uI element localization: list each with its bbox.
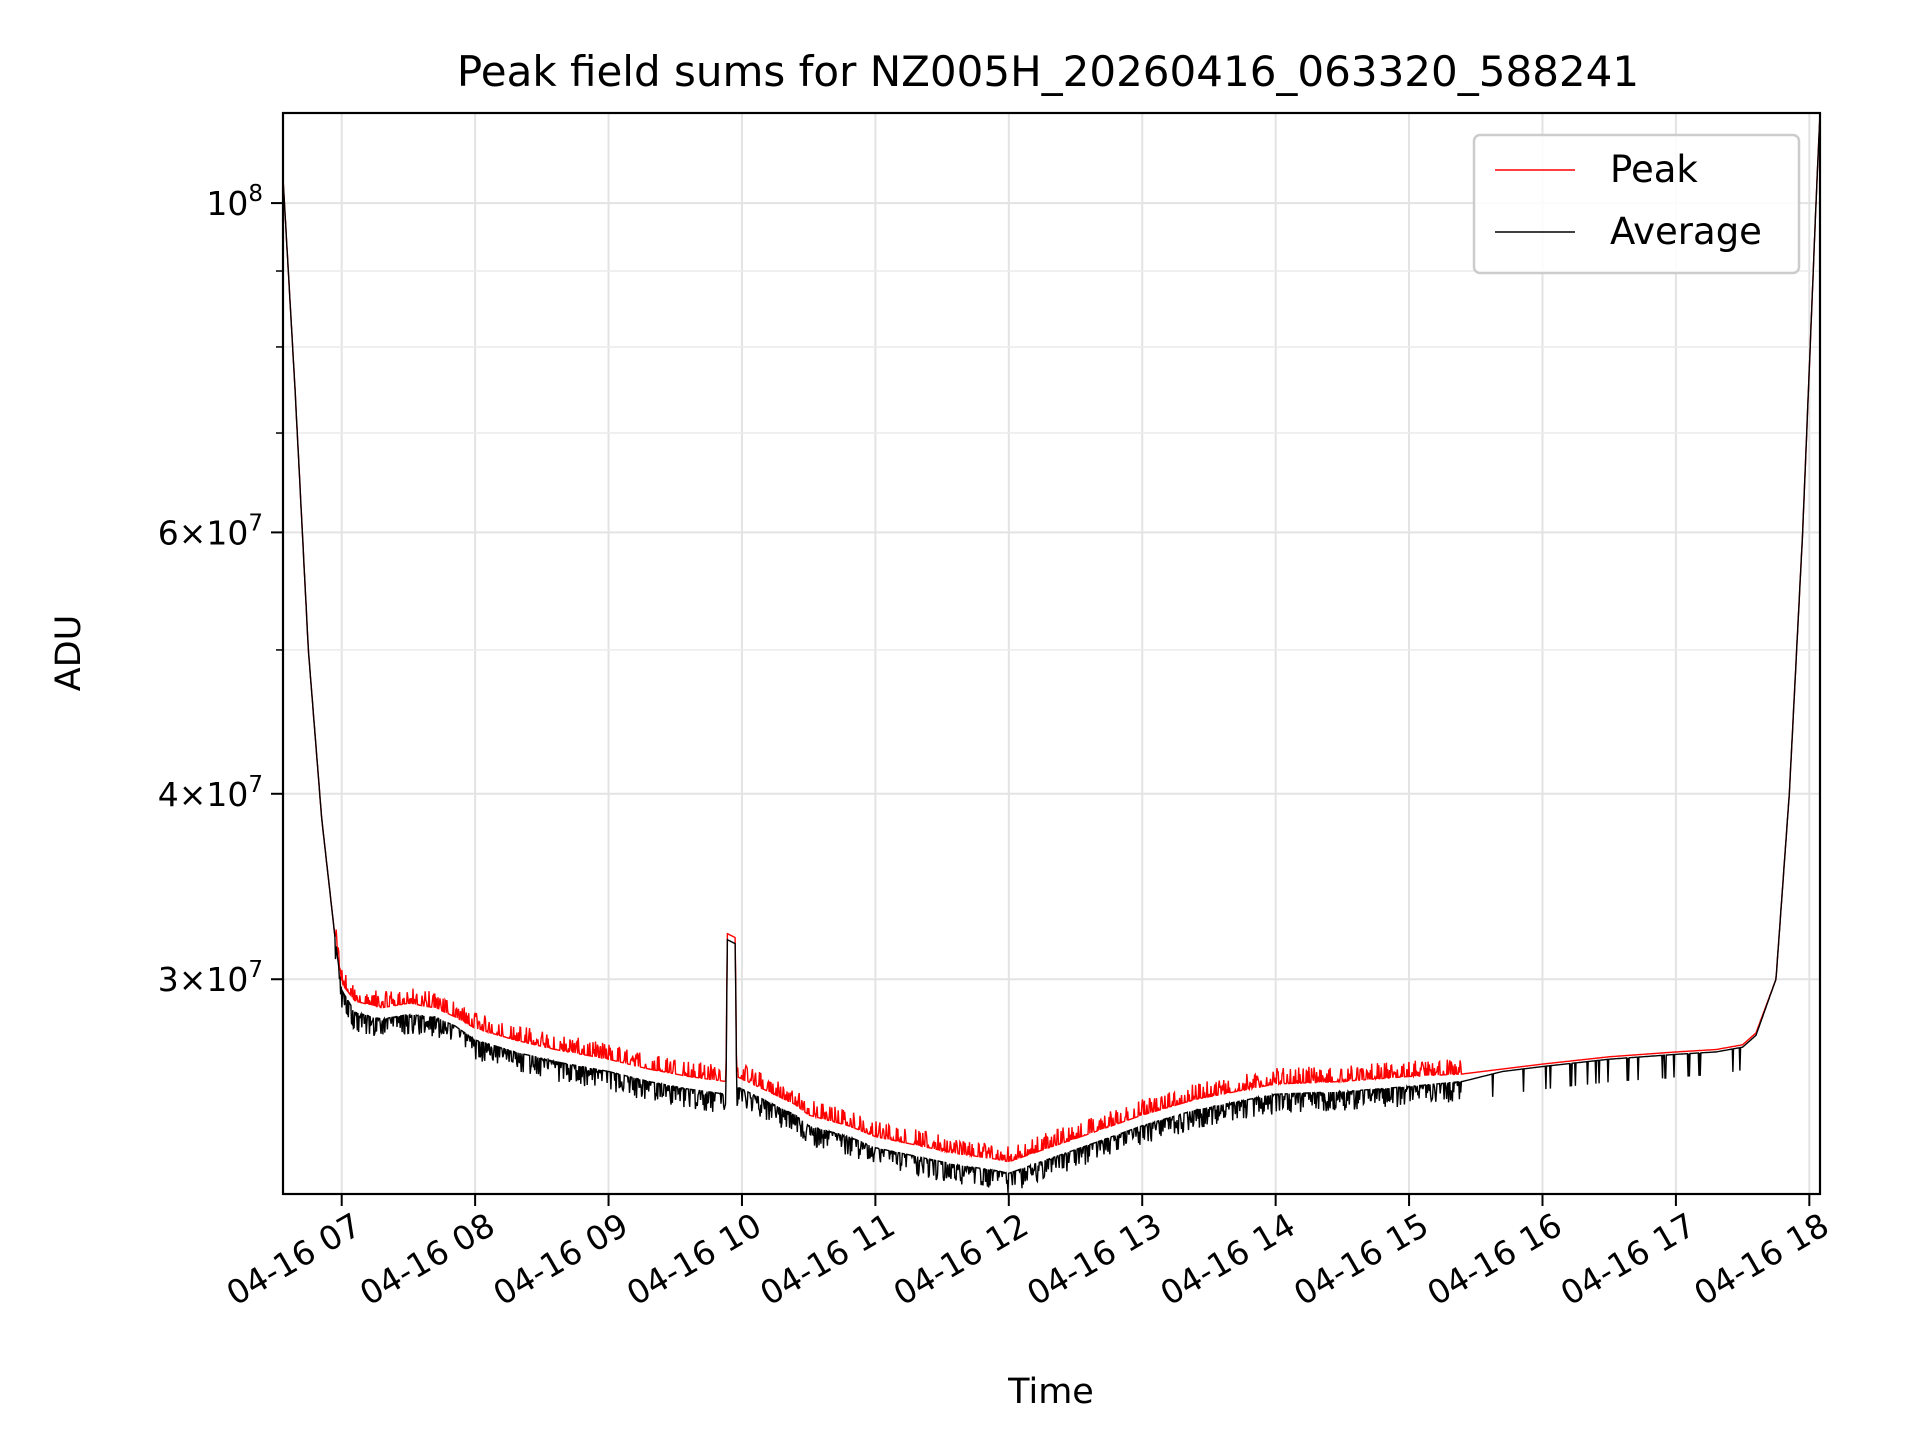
plot-area: [283, 113, 1820, 1193]
axes-frame: [281, 111, 1822, 1196]
chart-title: Peak field sums for NZ005H_20260416_0633…: [457, 47, 1639, 96]
y-axis: 108 6×107 4×107 3×107: [158, 181, 283, 999]
y-tick-label: 6×107: [158, 510, 263, 552]
y-axis-label: ADU: [49, 615, 89, 692]
y-tick-label: 108: [206, 181, 263, 223]
legend: Peak Average: [1472, 133, 1801, 275]
x-axis-label: Time: [1007, 1372, 1094, 1412]
series-line-peak: [283, 113, 1820, 1163]
legend-label-peak: Peak: [1610, 148, 1698, 191]
series-line-average: [283, 113, 1820, 1193]
y-tick-label: 3×107: [158, 957, 263, 999]
y-tick-label: 4×107: [158, 772, 263, 814]
legend-label-average: Average: [1610, 210, 1762, 253]
